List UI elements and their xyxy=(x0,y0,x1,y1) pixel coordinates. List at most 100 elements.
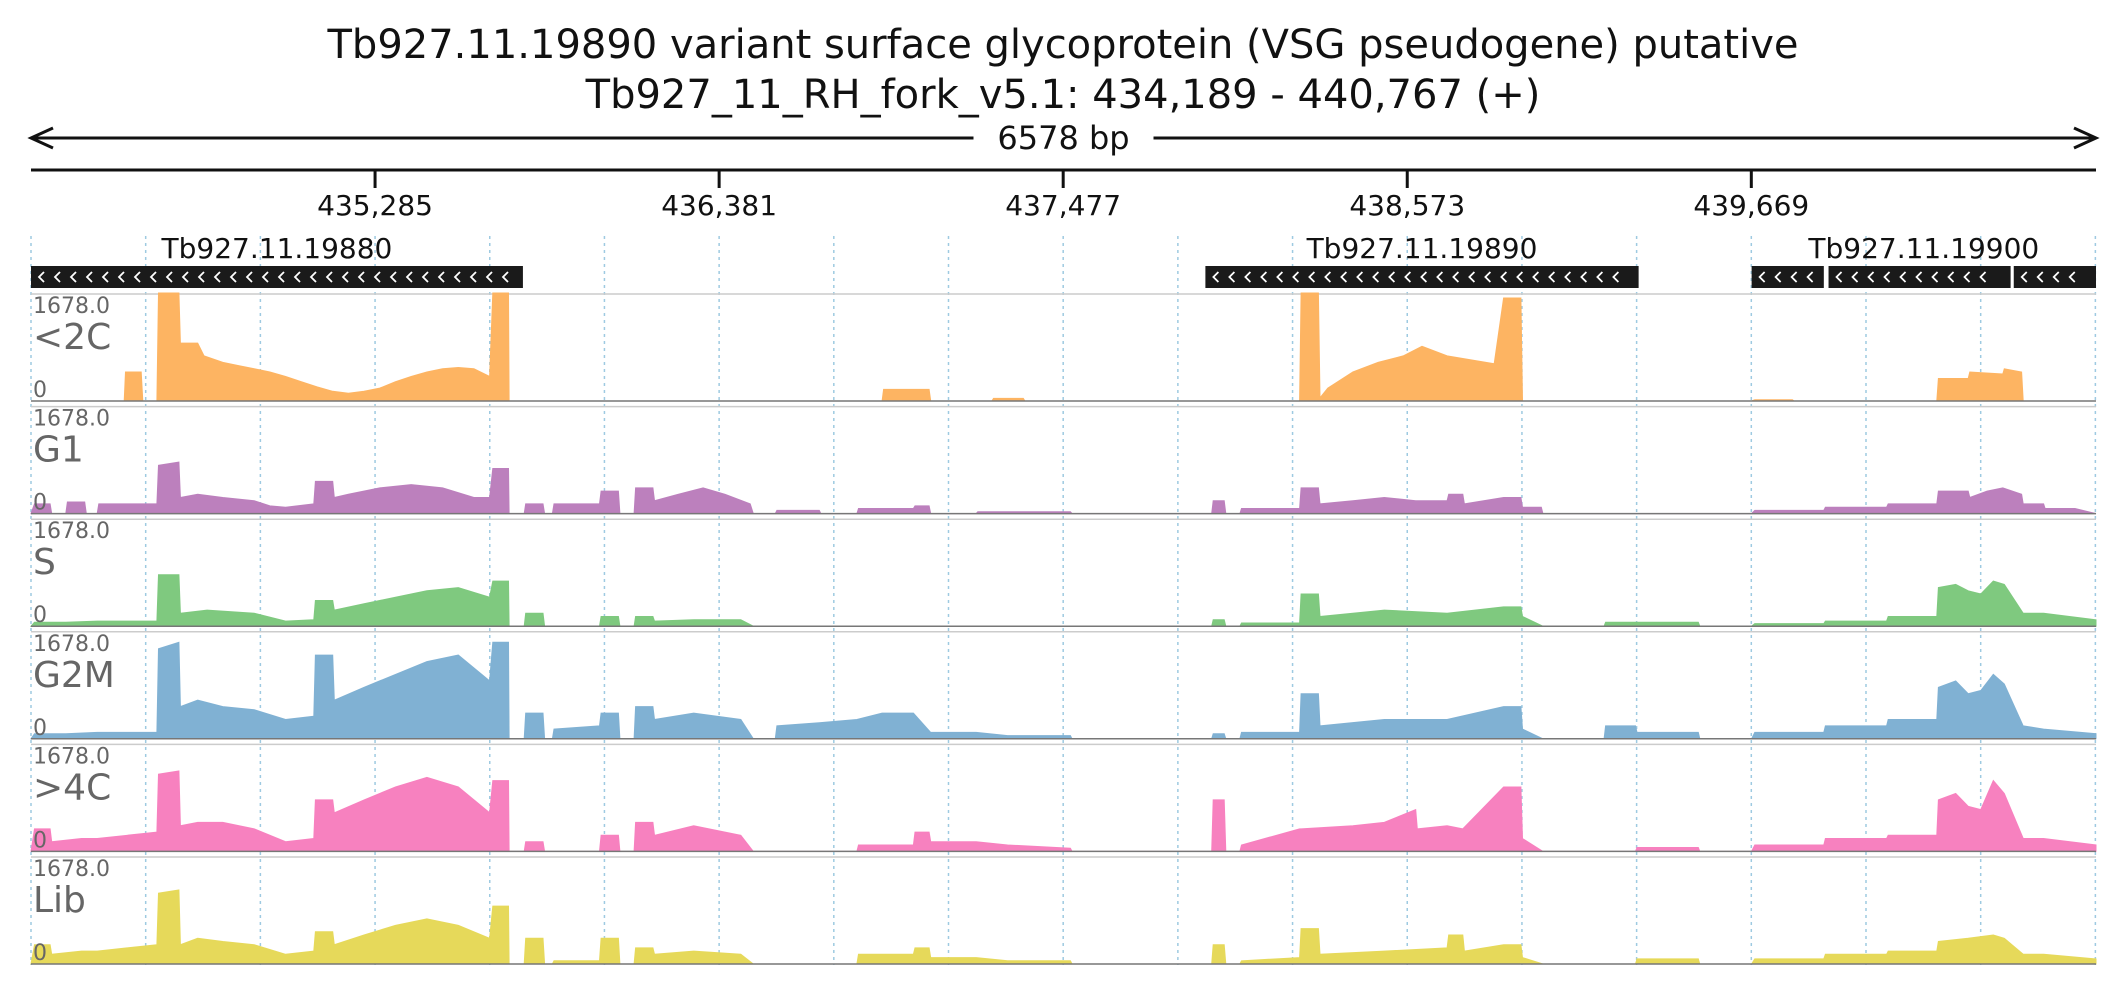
strand-chevron-icon xyxy=(1452,271,1460,283)
x-tick-label: 435,285 xyxy=(317,189,433,222)
track-scale-max: 1678.0 xyxy=(33,857,110,882)
strand-chevron-icon xyxy=(1212,271,1220,283)
strand-chevron-icon xyxy=(1915,271,1923,283)
strand-chevron-icon xyxy=(1244,271,1252,283)
coverage-area xyxy=(30,641,2097,740)
strand-chevron-icon xyxy=(485,271,493,283)
span-length-label: 6578 bp xyxy=(997,119,1129,157)
strand-chevron-icon xyxy=(1947,271,1955,283)
strand-chevron-icon xyxy=(1532,271,1540,283)
strand-chevron-icon xyxy=(1372,271,1380,283)
strand-chevron-icon xyxy=(133,271,141,283)
strand-chevron-icon xyxy=(85,271,93,283)
strand-chevron-icon xyxy=(389,271,397,283)
strand-chevron-icon xyxy=(1324,271,1332,283)
strand-chevron-icon xyxy=(1468,271,1476,283)
strand-chevron-icon xyxy=(1851,271,1859,283)
coverage-area xyxy=(30,770,2097,852)
track-scale-max: 1678.0 xyxy=(33,294,110,319)
track-name: G1 xyxy=(33,430,84,471)
strand-chevron-icon xyxy=(165,271,173,283)
strand-chevron-icon xyxy=(1436,271,1444,283)
strand-chevron-icon xyxy=(101,271,109,283)
strand-chevron-icon xyxy=(1548,271,1556,283)
track-s: 1678.0S 0 xyxy=(29,518,2097,628)
strand-chevron-icon xyxy=(309,271,317,283)
strand-chevron-icon xyxy=(1867,271,1875,283)
track-scale-max: 1678.0 xyxy=(33,407,110,432)
strand-chevron-icon xyxy=(2036,271,2044,283)
strand-chevron-icon xyxy=(1835,271,1843,283)
gene-label: Tb927.11.19900 xyxy=(1807,232,2039,265)
span-indicator: 6578 bp xyxy=(27,119,2100,157)
track-name: Lib xyxy=(33,880,86,921)
strand-chevron-icon xyxy=(1806,271,1814,283)
strand-chevron-icon xyxy=(373,271,381,283)
gene-track: Tb927.11.19880 Tb927.11.19890 Tb927.11.199… xyxy=(31,232,2096,288)
strand-chevron-icon xyxy=(1484,271,1492,283)
strand-chevron-icon xyxy=(1276,271,1284,283)
strand-chevron-icon xyxy=(1420,271,1428,283)
track-scale-min: 0 xyxy=(33,378,47,403)
track-scale-max: 1678.0 xyxy=(33,632,110,657)
strand-chevron-icon xyxy=(437,271,445,283)
track-scale-max: 1678.0 xyxy=(33,744,110,769)
strand-chevron-icon xyxy=(1228,271,1236,283)
gene-label: Tb927.11.19890 xyxy=(1306,232,1538,265)
strand-chevron-icon xyxy=(2052,271,2060,283)
strand-chevron-icon xyxy=(501,271,509,283)
strand-chevron-icon xyxy=(117,271,125,283)
track-scale-min: 0 xyxy=(33,603,47,628)
strand-chevron-icon xyxy=(1404,271,1412,283)
strand-chevron-icon xyxy=(37,271,45,283)
strand-chevron-icon xyxy=(1596,271,1604,283)
strand-chevron-icon xyxy=(469,271,477,283)
span-arrowhead-left-icon xyxy=(27,126,54,150)
span-arrowhead-right-icon xyxy=(2073,126,2100,150)
strand-chevron-icon xyxy=(53,271,61,283)
strand-chevron-icon xyxy=(2020,271,2028,283)
strand-chevron-icon xyxy=(1356,271,1364,283)
strand-chevron-icon xyxy=(213,271,221,283)
strand-chevron-icon xyxy=(229,271,237,283)
strand-chevron-icon xyxy=(1260,271,1268,283)
gene-feature xyxy=(1751,266,1824,288)
strand-chevron-icon xyxy=(421,271,429,283)
strand-chevron-icon xyxy=(405,271,413,283)
strand-chevron-icon xyxy=(277,271,285,283)
track-name: <2C xyxy=(33,317,111,358)
strand-chevron-icon xyxy=(325,271,333,283)
gene-label: Tb927.11.19880 xyxy=(161,232,393,265)
strand-chevron-icon xyxy=(293,271,301,283)
strand-chevron-icon xyxy=(1883,271,1891,283)
strand-chevron-icon xyxy=(1790,271,1798,283)
track-scale-min: 0 xyxy=(33,828,47,853)
strand-chevron-icon xyxy=(1979,271,1987,283)
strand-chevron-icon xyxy=(261,271,269,283)
gene-feature xyxy=(31,266,523,288)
track-g1: 1678.0G1 0 xyxy=(30,405,2097,516)
strand-chevron-icon xyxy=(181,271,189,283)
track-name: >4C xyxy=(33,767,111,808)
strand-chevron-icon xyxy=(1564,271,1572,283)
track-scale-max: 1678.0 xyxy=(33,519,110,544)
strand-chevron-icon xyxy=(1388,271,1396,283)
strand-chevron-icon xyxy=(1516,271,1524,283)
strand-chevron-icon xyxy=(1308,271,1316,283)
chart-subtitle: Tb927_11_RH_fork_v5.1: 434,189 - 440,767… xyxy=(585,72,1541,118)
strand-chevron-icon xyxy=(1580,271,1588,283)
x-tick-label: 436,381 xyxy=(661,189,777,222)
track-4c: 1678.0>4C 0 xyxy=(30,743,2097,853)
strand-chevron-icon xyxy=(1899,271,1907,283)
x-tick-label: 439,669 xyxy=(1693,189,1809,222)
strand-chevron-icon xyxy=(357,271,365,283)
strand-chevron-icon xyxy=(1963,271,1971,283)
x-tick-label: 437,477 xyxy=(1005,189,1121,222)
x-axis: 435,285 436,381 437,477 438,573 439,669 xyxy=(31,168,2096,222)
strand-chevron-icon xyxy=(1612,271,1620,283)
track-scale-min: 0 xyxy=(33,716,47,741)
strand-chevron-icon xyxy=(1758,271,1766,283)
